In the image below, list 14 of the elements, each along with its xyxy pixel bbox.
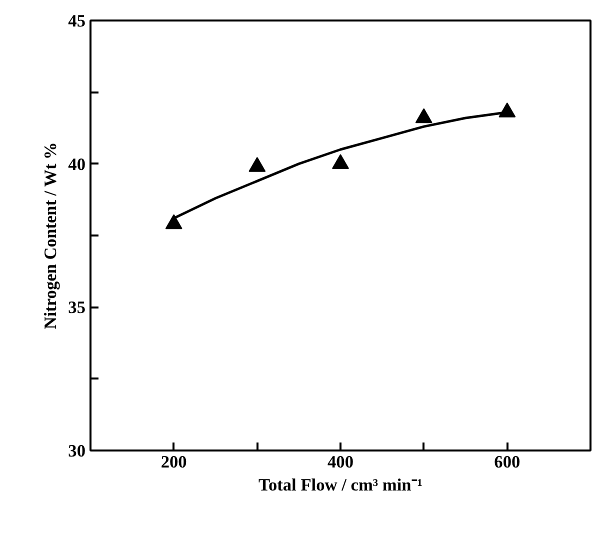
y-tick-label: 40 bbox=[68, 154, 86, 174]
point bbox=[165, 214, 182, 230]
point bbox=[332, 154, 349, 169]
y-axis-title: Nitrogen Content / Wt % bbox=[41, 142, 60, 330]
x-tick-label: 400 bbox=[328, 452, 354, 472]
point bbox=[248, 156, 266, 172]
point bbox=[415, 108, 432, 124]
x-tick-label: 600 bbox=[494, 452, 520, 472]
y-tick-label: 30 bbox=[68, 442, 86, 460]
point bbox=[498, 102, 516, 118]
y-tick-label: 45 bbox=[68, 12, 86, 30]
y-tick-label: 35 bbox=[68, 298, 86, 318]
x-axis-title: Total Flow / cm³ min⁻¹ bbox=[258, 476, 423, 494]
x-tick-label: 200 bbox=[160, 452, 187, 472]
